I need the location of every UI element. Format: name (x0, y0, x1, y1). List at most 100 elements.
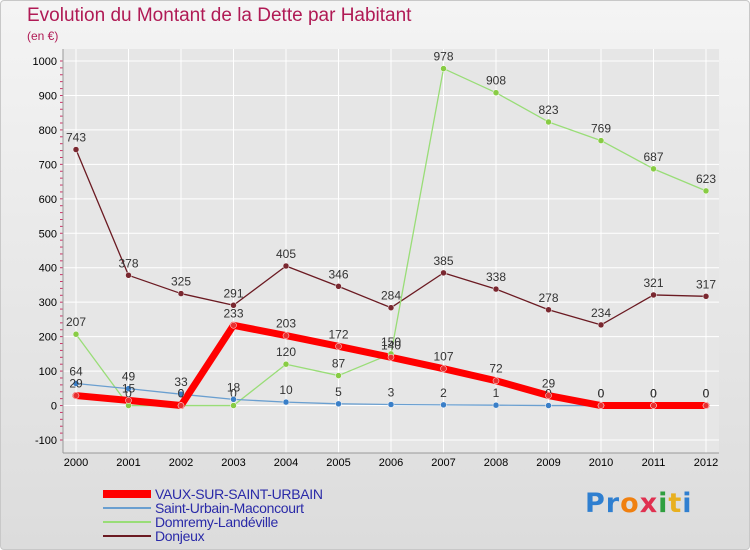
legend-item-donjeux: Donjeux (103, 528, 205, 544)
point-donjeux (545, 306, 552, 314)
data-label-domremy-land-ville: 823 (538, 103, 558, 117)
x-tick-label: 2000 (64, 457, 88, 469)
data-label-saint-urbain-maconcourt: 1 (493, 386, 500, 400)
point-donjeux (72, 146, 80, 153)
point-vaux-sur-saint-urbain (650, 402, 657, 409)
x-tick-label: 2001 (116, 457, 140, 469)
x-tick-label: 2002 (169, 457, 193, 469)
point-saint-urbain-maconcourt (335, 400, 342, 408)
point-domremy-land-ville (282, 360, 290, 368)
data-label-vaux-sur-saint-urbain: 0 (598, 387, 605, 401)
point-saint-urbain-maconcourt (125, 385, 132, 392)
data-label-vaux-sur-saint-urbain: 0 (178, 387, 185, 401)
data-label-saint-urbain-maconcourt: 3 (388, 386, 395, 400)
y-tick-label: 200 (39, 332, 57, 344)
logo-letter: x (639, 488, 659, 519)
point-donjeux (282, 262, 290, 270)
logo-letter: o (620, 488, 640, 519)
point-donjeux (702, 293, 710, 300)
data-label-donjeux: 378 (118, 256, 138, 270)
x-tick-label: 2004 (274, 457, 298, 469)
point-domremy-land-ville (72, 330, 80, 338)
point-donjeux (230, 302, 237, 309)
chart-title: Evolution du Montant de la Dette par Hab… (27, 5, 412, 26)
data-label-donjeux: 338 (486, 270, 506, 284)
data-label-vaux-sur-saint-urbain: 140 (381, 338, 401, 352)
x-tick-label: 2011 (642, 457, 666, 469)
logo-letter: t (668, 488, 683, 519)
point-saint-urbain-maconcourt (545, 402, 552, 409)
point-saint-urbain-maconcourt (230, 396, 237, 403)
point-vaux-sur-saint-urbain (545, 392, 552, 399)
y-tick-label: 400 (39, 263, 57, 275)
legend-label: VAUX-SUR-SAINT-URBAIN (155, 486, 323, 502)
point-domremy-land-ville (230, 402, 237, 409)
data-label-saint-urbain-maconcourt: 33 (174, 375, 188, 389)
point-vaux-sur-saint-urbain (282, 332, 290, 339)
data-label-vaux-sur-saint-urbain: 0 (650, 387, 657, 401)
x-tick-label: 2006 (379, 457, 403, 469)
point-donjeux (492, 285, 500, 293)
point-donjeux (335, 283, 342, 290)
data-label-vaux-sur-saint-urbain: 233 (223, 306, 243, 320)
legend-item-saint-urbain-maconcourt: Saint-Urbain-Maconcourt (103, 500, 304, 516)
data-label-donjeux: 291 (223, 286, 243, 300)
data-label-domremy-land-ville: 0 (125, 387, 132, 401)
point-domremy-land-ville (597, 137, 605, 144)
point-donjeux (387, 304, 395, 311)
data-label-saint-urbain-maconcourt: 64 (69, 364, 83, 378)
data-label-domremy-land-ville: 769 (591, 122, 611, 136)
data-label-domremy-land-ville: 0 (230, 387, 237, 401)
data-label-donjeux: 405 (276, 247, 296, 261)
y-tick-label: 0 (51, 401, 57, 413)
point-vaux-sur-saint-urbain (702, 402, 710, 409)
y-tick-label: 300 (39, 297, 57, 309)
legend-item-domremy-land-ville: Domremy-Landéville (103, 514, 278, 530)
data-label-vaux-sur-saint-urbain: 172 (328, 327, 348, 341)
logo-letter: r (605, 488, 621, 519)
x-tick-label: 2003 (221, 457, 245, 469)
data-label-vaux-sur-saint-urbain: 29 (69, 377, 83, 391)
data-label-domremy-land-ville: 978 (433, 50, 453, 64)
point-domremy-land-ville (545, 118, 552, 126)
legend-swatch (103, 507, 151, 509)
data-label-saint-urbain-maconcourt: 2 (440, 386, 447, 400)
y-tick-label: 900 (39, 90, 57, 102)
point-vaux-sur-saint-urbain (72, 392, 80, 399)
data-label-domremy-land-ville: 87 (332, 357, 346, 371)
proxiti-logo: Proxiti (585, 488, 693, 519)
point-vaux-sur-saint-urbain (492, 377, 500, 384)
data-label-saint-urbain-maconcourt: 49 (122, 370, 136, 384)
y-tick-label: 100 (39, 366, 57, 378)
point-saint-urbain-maconcourt (282, 398, 290, 406)
data-label-donjeux: 743 (66, 131, 86, 145)
data-label-donjeux: 385 (433, 254, 453, 268)
logo-letter: i (658, 488, 669, 519)
point-vaux-sur-saint-urbain (230, 322, 237, 329)
data-label-saint-urbain-maconcourt: 0 (598, 387, 605, 401)
legend-swatch (103, 521, 151, 523)
data-label-donjeux: 284 (381, 289, 401, 303)
data-label-domremy-land-ville: 623 (696, 172, 716, 186)
data-label-donjeux: 278 (538, 291, 558, 305)
point-saint-urbain-maconcourt (177, 390, 185, 398)
point-saint-urbain-maconcourt (492, 401, 500, 409)
x-tick-label: 2005 (326, 457, 350, 469)
chart-unit: (en €) (27, 29, 59, 43)
y-tick-label: 500 (39, 228, 57, 240)
data-label-domremy-land-ville: 687 (643, 150, 663, 164)
point-donjeux (125, 272, 132, 279)
data-label-vaux-sur-saint-urbain: 203 (276, 317, 296, 331)
data-label-vaux-sur-saint-urbain: 107 (433, 350, 453, 364)
legend-label: Donjeux (155, 528, 205, 544)
legend-item-vaux-sur-saint-urbain: VAUX-SUR-SAINT-URBAIN (103, 486, 323, 502)
point-domremy-land-ville (335, 372, 342, 379)
point-donjeux (177, 290, 185, 297)
point-domremy-land-ville (440, 65, 447, 72)
data-label-saint-urbain-maconcourt: 0 (703, 387, 710, 401)
legend-swatch (103, 535, 151, 537)
point-donjeux (440, 269, 447, 277)
point-domremy-land-ville (650, 165, 657, 173)
y-tick-label: 700 (39, 159, 57, 171)
